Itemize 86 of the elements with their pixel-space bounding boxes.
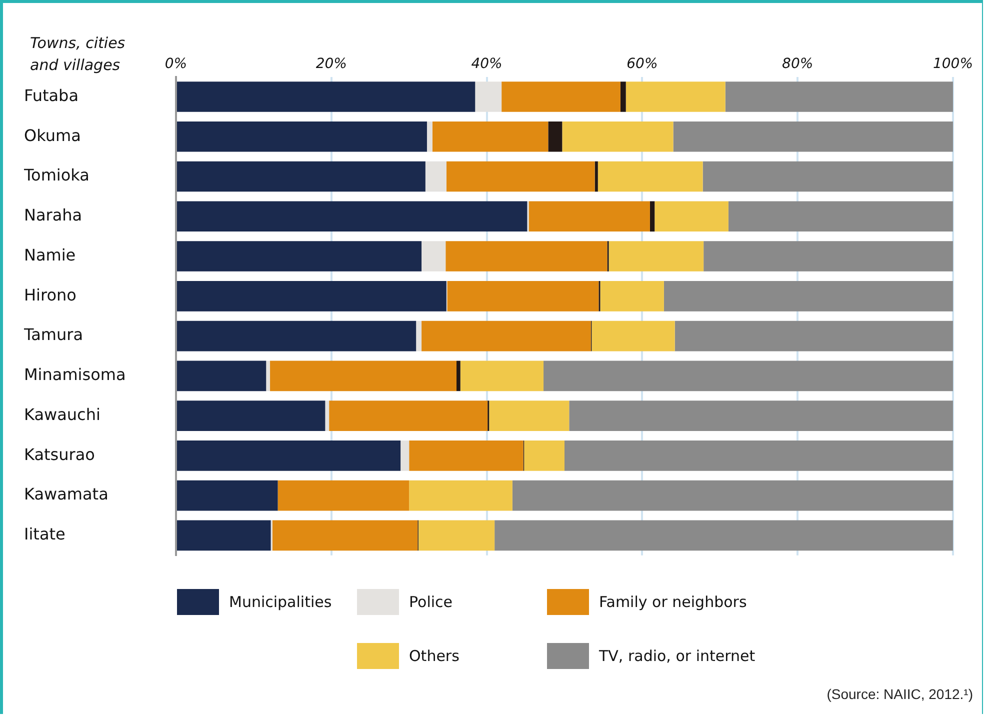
bar	[177, 480, 278, 511]
bar	[422, 241, 446, 272]
bar	[620, 82, 626, 112]
bar	[325, 400, 330, 431]
y-tick-label: Kawauchi	[24, 404, 100, 424]
y-tick-label: Namie	[24, 245, 76, 264]
bar	[650, 201, 655, 232]
bar	[418, 520, 495, 551]
bar	[416, 320, 422, 352]
bar	[426, 121, 432, 152]
y-tick-label: Hirono	[24, 285, 76, 304]
legend-label: Municipalities	[229, 593, 332, 611]
bar	[177, 400, 326, 431]
bar	[177, 320, 416, 352]
bar	[594, 161, 598, 192]
bar	[702, 161, 953, 192]
bar	[177, 440, 401, 471]
bar	[673, 121, 953, 152]
bar	[272, 520, 418, 551]
y-tick-label: Naraha	[24, 206, 82, 225]
bar	[528, 201, 650, 232]
bar	[475, 82, 502, 112]
bar	[664, 281, 953, 312]
bar	[456, 360, 460, 392]
legend-label: TV, radio, or internet	[599, 647, 756, 665]
bar	[524, 440, 564, 471]
bar	[598, 161, 703, 192]
bar	[278, 480, 410, 511]
bar	[564, 440, 953, 471]
x-tick-label: 20%	[316, 56, 347, 72]
bar	[489, 400, 570, 431]
bar	[270, 360, 456, 392]
bar	[704, 241, 953, 272]
bar	[446, 241, 608, 272]
bar	[177, 201, 528, 232]
bar	[409, 440, 524, 471]
bar	[569, 400, 953, 431]
legend-label: Others	[409, 647, 460, 665]
y-tick-label: Kawamata	[24, 484, 108, 504]
y-tick-label: Futaba	[24, 86, 79, 105]
bar	[592, 320, 675, 352]
x-tick-label: 100%	[932, 56, 974, 72]
x-tick-label: 40%	[471, 56, 502, 72]
bar	[446, 161, 595, 192]
y-tick-label: Minamisoma	[24, 365, 126, 384]
bar	[494, 520, 953, 551]
bar	[409, 480, 512, 511]
bar	[447, 281, 599, 312]
y-tick-label: Tamura	[23, 325, 84, 344]
x-tick-label: 80%	[782, 56, 814, 72]
bar	[422, 320, 591, 352]
y-tick-label: Iitate	[24, 524, 66, 544]
bar	[266, 360, 270, 392]
bar	[177, 121, 427, 152]
text: (Source: NAIIC, 2012.¹)	[826, 686, 973, 702]
bar	[177, 281, 446, 312]
bar	[177, 360, 266, 392]
y-axis-title: Towns, cities and villages	[30, 33, 126, 76]
y-tick-label: Katsurao	[24, 444, 95, 464]
bar	[608, 241, 704, 272]
bar	[177, 161, 426, 192]
bar	[177, 241, 422, 272]
bar	[177, 520, 271, 551]
bar	[425, 161, 446, 192]
x-tick-label: 0%	[164, 56, 188, 72]
bar	[400, 440, 410, 471]
legend-label: Police	[409, 593, 452, 611]
bar	[674, 320, 953, 352]
y-tick-label: Okuma	[24, 126, 81, 145]
bar	[329, 400, 488, 431]
bar	[600, 281, 664, 312]
y-tick-label: Tomioka	[23, 166, 90, 185]
bar	[626, 82, 726, 112]
bar	[502, 82, 620, 112]
bar	[562, 121, 674, 152]
bar	[725, 82, 953, 112]
bar	[432, 121, 548, 152]
bar	[512, 480, 953, 511]
bar	[460, 360, 544, 392]
x-tick-label: 60%	[626, 56, 658, 72]
bar	[548, 121, 562, 152]
legend-label: Family or neighbors	[599, 593, 747, 611]
bar	[544, 360, 953, 392]
bar	[177, 82, 476, 112]
bar	[728, 201, 953, 232]
bar	[654, 201, 728, 232]
